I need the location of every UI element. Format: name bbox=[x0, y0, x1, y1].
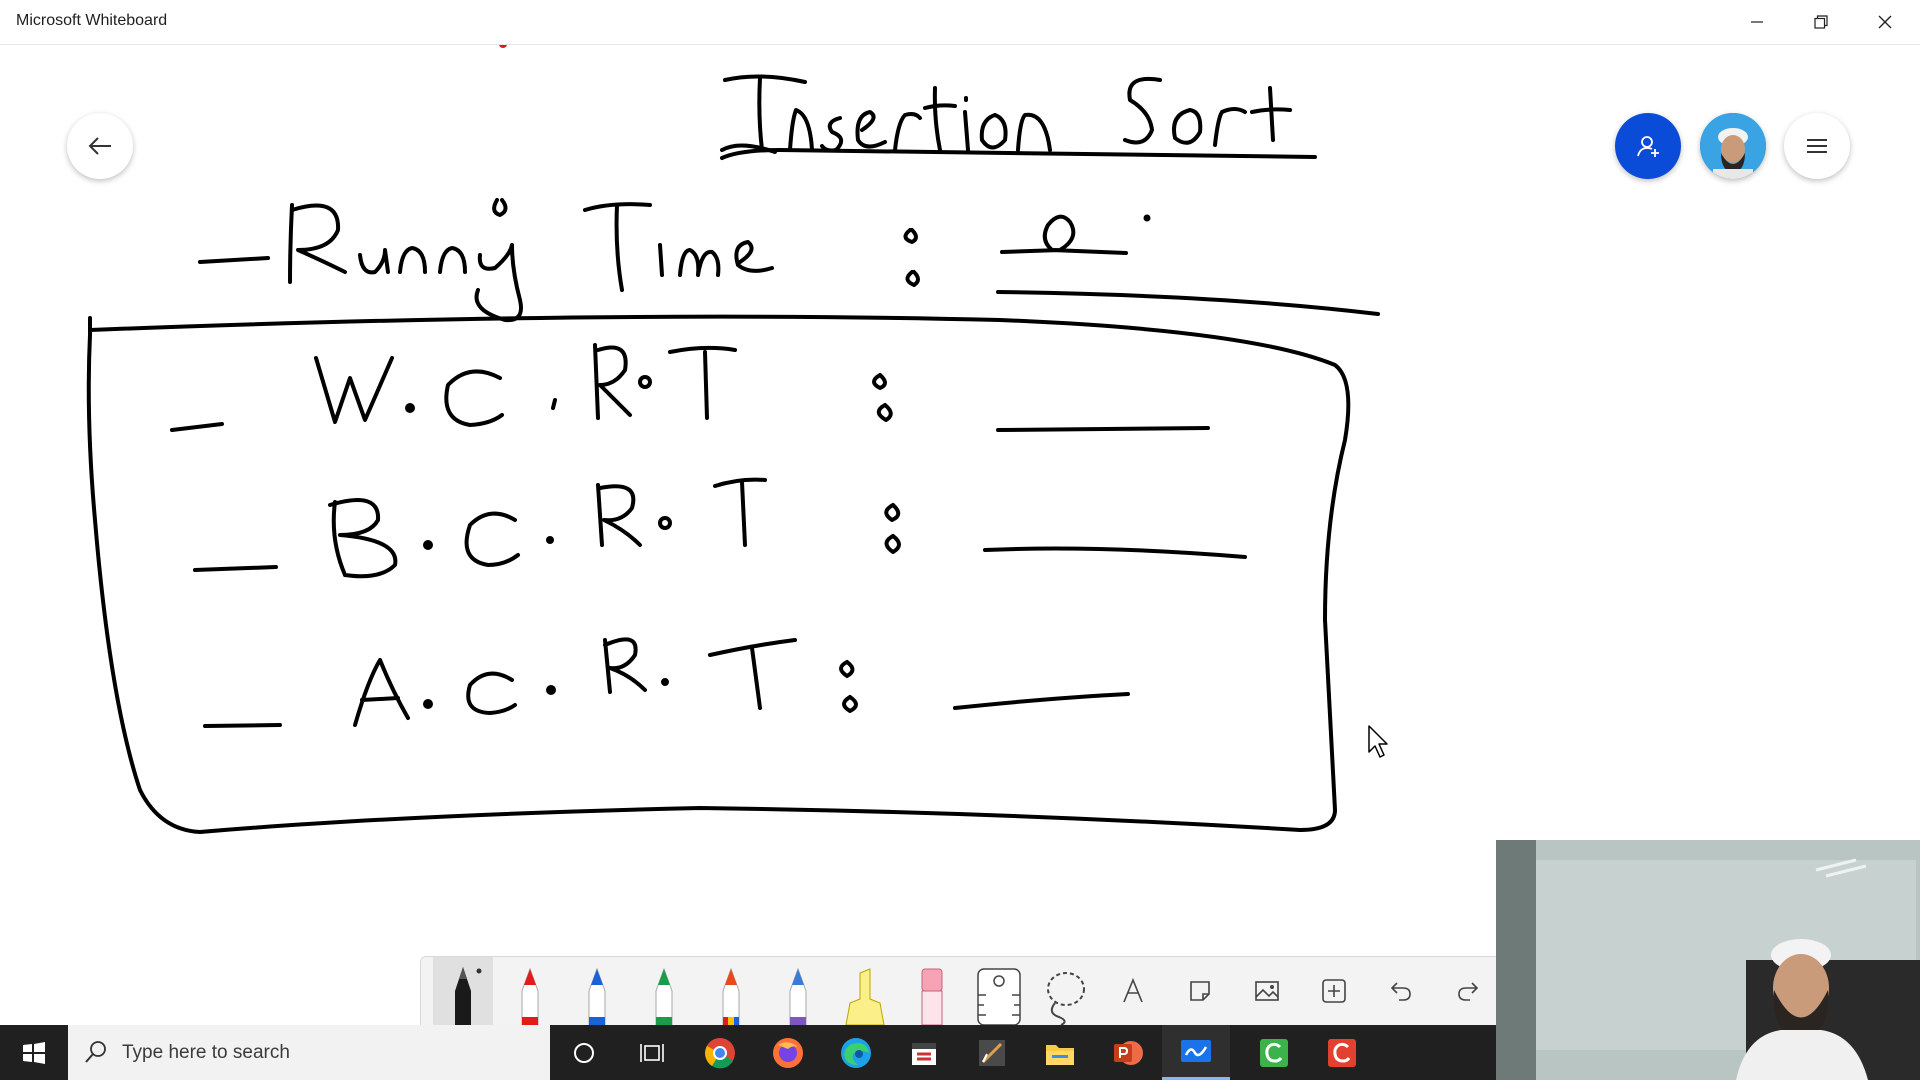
camtasia-recorder-button[interactable] bbox=[1240, 1025, 1308, 1080]
menu-icon bbox=[1807, 139, 1827, 153]
whiteboard-canvas[interactable] bbox=[0, 45, 1920, 1025]
camtasia-icon bbox=[1328, 1038, 1356, 1067]
whiteboard-button[interactable] bbox=[1162, 1025, 1230, 1080]
close-button[interactable] bbox=[1854, 0, 1916, 44]
minimize-icon bbox=[1751, 21, 1763, 23]
text-tool[interactable] bbox=[1103, 957, 1163, 1025]
webcam-overlay bbox=[1496, 840, 1920, 1080]
back-icon bbox=[88, 137, 111, 155]
rainbow-pen-icon bbox=[722, 967, 740, 1025]
firefox-button[interactable] bbox=[754, 1025, 822, 1080]
ink-wcrt bbox=[170, 343, 1210, 432]
ink-heading bbox=[720, 74, 1317, 160]
search-placeholder: Type here to search bbox=[122, 1042, 290, 1063]
ink-running-time bbox=[198, 198, 1380, 323]
presenter-video bbox=[1496, 840, 1920, 1080]
highlighter-icon bbox=[845, 968, 885, 1025]
edge-icon bbox=[841, 1037, 871, 1068]
blue-pen-icon bbox=[588, 967, 606, 1025]
title-bar: Microsoft Whiteboard bbox=[0, 0, 1920, 45]
insert-tool[interactable] bbox=[1304, 957, 1364, 1025]
restore-button[interactable] bbox=[1790, 0, 1852, 44]
calendar-app-button[interactable] bbox=[890, 1025, 958, 1080]
avatar[interactable] bbox=[1700, 113, 1766, 179]
lasso-tool[interactable] bbox=[1036, 957, 1096, 1025]
green-pen-tool[interactable] bbox=[634, 957, 694, 1025]
galaxy-pen-icon bbox=[789, 967, 807, 1025]
file-explorer-button[interactable] bbox=[1026, 1025, 1094, 1080]
text-icon bbox=[1123, 978, 1143, 1003]
ink-toolbar bbox=[420, 956, 1496, 1025]
powerpoint-icon bbox=[1114, 1040, 1143, 1065]
chrome-icon bbox=[705, 1037, 735, 1068]
invite-button[interactable] bbox=[1615, 113, 1681, 179]
red-ink-dot bbox=[499, 45, 507, 48]
invite-icon bbox=[1637, 136, 1659, 157]
ink-layer bbox=[86, 45, 1388, 834]
cortana-icon bbox=[574, 1042, 594, 1063]
redo-button[interactable] bbox=[1438, 957, 1498, 1025]
menu-button[interactable] bbox=[1784, 113, 1850, 179]
windows-logo-icon bbox=[23, 1041, 45, 1064]
image-icon bbox=[1255, 981, 1279, 1001]
cortana-button[interactable] bbox=[550, 1025, 618, 1080]
lasso-icon bbox=[1047, 972, 1085, 1025]
camtasia-button[interactable] bbox=[1308, 1025, 1376, 1080]
ruler-tool[interactable] bbox=[969, 957, 1029, 1025]
app-icon bbox=[979, 1039, 1005, 1066]
search-icon bbox=[85, 1041, 106, 1063]
green-pen-icon bbox=[655, 967, 673, 1025]
red-pen-tool[interactable] bbox=[500, 957, 560, 1025]
galaxy-pen-tool[interactable] bbox=[768, 957, 828, 1025]
eraser-tool[interactable] bbox=[902, 957, 962, 1025]
powerpoint-button[interactable] bbox=[1094, 1025, 1162, 1080]
image-tool[interactable] bbox=[1237, 957, 1297, 1025]
back-button[interactable] bbox=[67, 113, 133, 179]
close-icon bbox=[1878, 15, 1892, 29]
chrome-button[interactable] bbox=[686, 1025, 754, 1080]
minimize-button[interactable] bbox=[1726, 0, 1788, 44]
ink-acrt bbox=[203, 637, 1130, 728]
sticky-note-tool[interactable] bbox=[1170, 957, 1230, 1025]
restore-icon bbox=[1814, 15, 1828, 29]
highlighter-tool[interactable] bbox=[835, 957, 895, 1025]
rainbow-pen-tool[interactable] bbox=[701, 957, 761, 1025]
black-pen-tool[interactable] bbox=[433, 957, 493, 1025]
whiteboard-icon bbox=[1181, 1040, 1211, 1062]
calendar-icon bbox=[912, 1042, 936, 1065]
avatar-image bbox=[1700, 113, 1766, 179]
window-title: Microsoft Whiteboard bbox=[16, 12, 168, 29]
ink-box bbox=[86, 314, 1351, 834]
ruler-icon bbox=[977, 968, 1021, 1025]
file-explorer-icon bbox=[1046, 1044, 1074, 1065]
app-button[interactable] bbox=[958, 1025, 1026, 1080]
black-pen-icon bbox=[455, 967, 482, 1025]
red-pen-icon bbox=[521, 967, 539, 1025]
redo-icon bbox=[1458, 982, 1479, 1001]
edge-button[interactable] bbox=[822, 1025, 890, 1080]
camtasia-green-icon bbox=[1260, 1038, 1288, 1067]
undo-button[interactable] bbox=[1371, 957, 1431, 1025]
task-view-button[interactable] bbox=[618, 1025, 686, 1080]
eraser-icon bbox=[921, 968, 943, 1025]
sticky-note-icon bbox=[1190, 981, 1210, 1001]
undo-icon bbox=[1390, 982, 1411, 1001]
start-button[interactable] bbox=[0, 1025, 68, 1080]
ink-bcrt bbox=[193, 477, 1247, 579]
task-view-icon bbox=[640, 1043, 664, 1062]
firefox-icon bbox=[773, 1037, 803, 1068]
taskbar-search[interactable]: Type here to search bbox=[68, 1025, 550, 1080]
insert-icon bbox=[1322, 979, 1346, 1003]
blue-pen-tool[interactable] bbox=[567, 957, 627, 1025]
mouse-cursor bbox=[1368, 725, 1388, 758]
